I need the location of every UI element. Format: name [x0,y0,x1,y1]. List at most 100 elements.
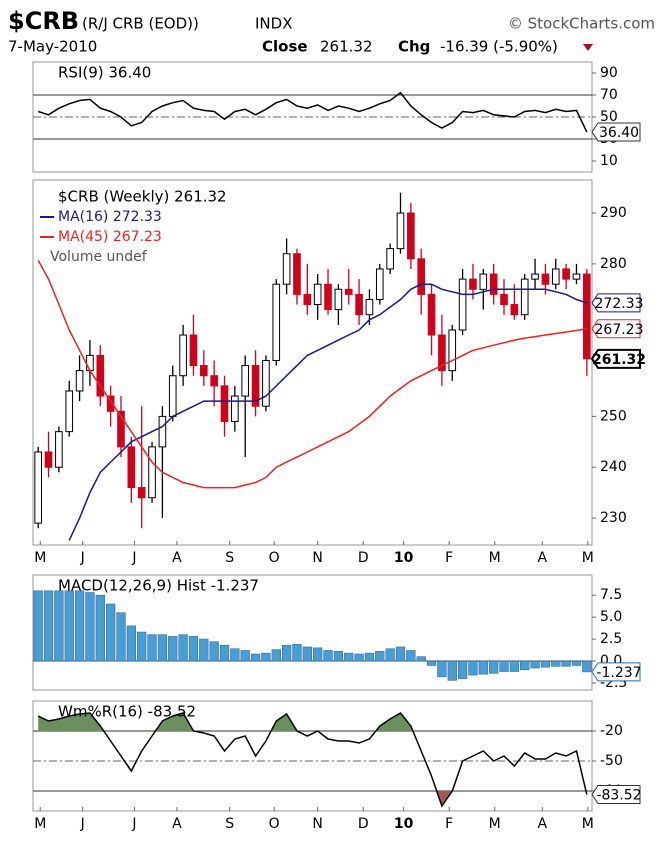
candle-body [106,395,115,412]
value-callout [591,785,641,805]
x-tick-label: F [445,550,453,566]
histogram-bar [499,660,509,672]
histogram-bar [364,652,375,662]
x-tick-label: 10 [394,550,414,566]
candle-body [458,278,467,331]
candle-body [334,288,343,311]
legend-label: MA(45) 267.23 [58,229,162,245]
candle-body [55,431,63,468]
candle-body [148,446,156,499]
legend-label: Volume undef [50,249,148,265]
candle-body [96,354,105,397]
y-tick-label: 290 [600,205,627,221]
close-value: 261.32 [320,38,373,56]
histogram-bar [395,646,406,662]
candle-body [158,415,167,448]
histogram-bar [74,590,85,662]
candle-body [396,212,405,250]
candle-body [189,334,198,367]
histogram-bar [54,590,64,662]
histogram-bar [85,592,95,662]
x-tick-label: M [489,816,501,832]
x-tick-label: F [445,816,453,832]
source: © StockCharts.com [508,15,655,33]
histogram-bar [147,634,157,662]
y-tick-label: 2.5 [600,631,622,647]
histogram-bar [426,660,437,666]
histogram-bar [478,660,488,675]
symbol: $CRB [8,7,79,35]
candle-body [241,365,250,397]
y-tick-label: 250 [600,408,627,424]
candle-body [262,359,270,407]
histogram-bar [354,653,364,662]
histogram-bar [530,660,540,669]
histogram-bar [188,636,199,662]
series-line [37,91,588,133]
candle-body [469,278,477,290]
histogram-bar [64,590,74,662]
candle-body [282,253,291,285]
value-callout [591,293,641,313]
candle-body [407,212,415,260]
histogram-bar [489,660,499,674]
histogram-bar [416,656,426,662]
subtitle: (R/J CRB (EOD)) [82,15,199,33]
x-tick-label: M [34,816,46,832]
histogram-bar [116,612,126,662]
value-callout [591,122,641,142]
x-tick-label: D [358,816,369,832]
candle-body [489,273,498,295]
panel-frame [32,574,593,691]
histogram-bar [344,652,354,662]
y-tick-label: 50 [600,109,618,125]
candle-body [117,410,125,448]
value-callout-label: 267.23 [595,322,644,338]
candle-body [303,293,312,306]
candle-body [75,370,84,392]
candle-body [210,375,218,387]
histogram-bar [95,594,105,662]
y-tick-label: 7.5 [600,587,622,603]
candle-body [168,375,177,417]
histogram-bar [302,646,312,662]
series-line [37,712,588,808]
candle-body [293,253,301,295]
panel-frame [32,700,593,812]
candle-body [541,273,550,285]
legend-label: $CRB (Weekly) 261.32 [58,188,227,206]
value-callout-label: 272.33 [595,296,644,312]
legend-label: MA(16) 272.33 [58,209,162,225]
x-tick-label: D [358,550,369,566]
x-tick-label: 10 [394,816,414,832]
y-tick-label: 230 [600,510,627,526]
candle-body [355,293,363,316]
histogram-bar [137,631,147,662]
histogram-bar [561,660,571,667]
value-callout-label: -1.237 [596,665,641,681]
x-tick-label: N [312,550,322,566]
date: 7-May-2010 [8,38,97,56]
legend-label: Wm%R(16) -83.52 [58,703,196,721]
histogram-bar [509,660,520,672]
value-callout-label: 36.40 [599,125,639,141]
histogram-bar [313,647,323,662]
candle-body [448,329,457,372]
y-tick-label: -50 [600,753,623,769]
candle-body [65,390,74,433]
histogram-bar [437,660,447,678]
candle-body [417,258,426,295]
x-tick-label: N [312,816,322,832]
histogram-bar [292,644,302,662]
candle-body [427,293,436,336]
y-tick-label: 280 [600,256,627,272]
histogram-bar [271,649,281,662]
value-callout [591,319,641,339]
candle-body [572,273,581,280]
candle-body [520,278,529,316]
exchange: INDX [255,15,292,33]
chg-value: -16.39 (-5.90%) [440,38,558,56]
x-tick-label: J [131,550,136,566]
candle-body [34,451,42,524]
